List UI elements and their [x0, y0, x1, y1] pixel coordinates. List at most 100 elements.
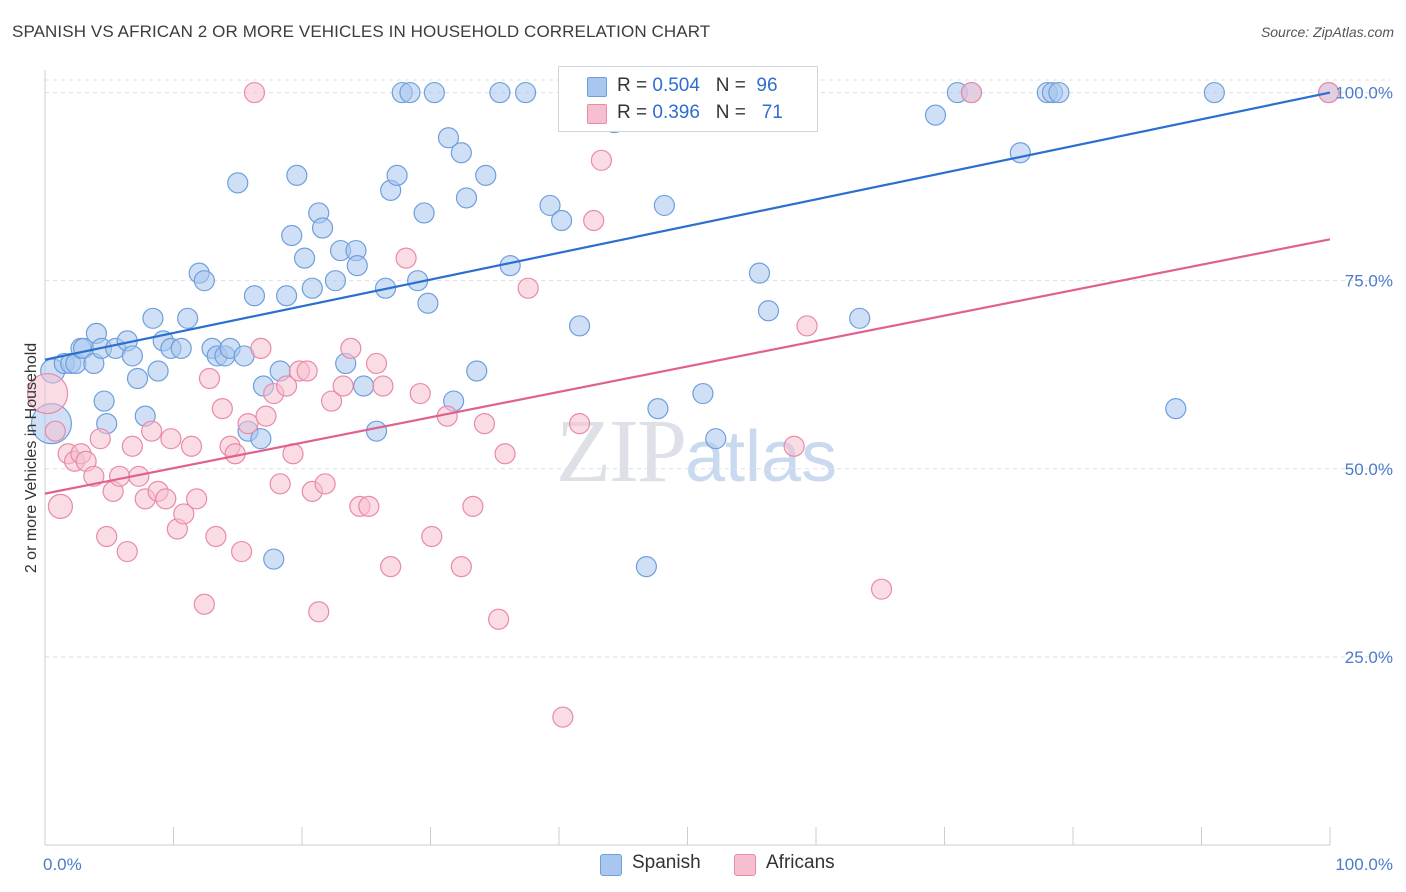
africans-trend-line	[44, 238, 1331, 495]
africans-point	[186, 488, 208, 510]
r-value: 0.504	[652, 75, 700, 96]
africans-point	[462, 495, 484, 518]
spanish-point	[924, 104, 947, 126]
spanish-point	[126, 367, 149, 390]
spanish-point	[227, 172, 249, 194]
africans-point	[960, 81, 983, 104]
axes	[44, 70, 1331, 846]
africans-point	[380, 556, 402, 578]
africans-point	[83, 465, 105, 487]
spanish-point	[170, 337, 192, 359]
spanish-point	[653, 194, 675, 217]
trend-lines	[44, 91, 1331, 495]
spanish-point	[399, 81, 421, 104]
r-label: R =	[617, 102, 653, 123]
source-label: Source: ZipAtlas.com	[1260, 24, 1394, 40]
africans-point	[494, 443, 516, 465]
africans-point	[796, 315, 818, 337]
africans-point	[173, 503, 195, 525]
spanish-point	[757, 300, 780, 322]
spanish-point	[539, 194, 561, 217]
spanish-point	[324, 270, 347, 292]
x-tick-label: 0.0%	[43, 855, 82, 874]
africans-swatch	[587, 104, 607, 124]
africans-point	[421, 525, 443, 548]
africans-point	[568, 413, 591, 435]
spanish-point	[1165, 397, 1187, 420]
spanish-point	[417, 292, 439, 314]
africans-point	[296, 360, 318, 382]
africans-point	[211, 397, 233, 420]
spanish-point	[568, 315, 591, 337]
africans-point	[783, 435, 805, 457]
spanish-point	[849, 307, 871, 329]
spanish-point	[286, 164, 308, 186]
spanish-point	[243, 285, 266, 307]
spanish-point	[514, 81, 537, 104]
chart-title: SPANISH VS AFRICAN 2 OR MORE VEHICLES IN…	[12, 22, 711, 41]
africans-point	[358, 495, 380, 518]
africans-point	[308, 601, 330, 623]
legend-text-spanish: R = 0.504 N = 96	[617, 75, 778, 97]
spanish-point	[475, 164, 497, 186]
y-tick-label: 25.0%	[1345, 648, 1393, 667]
spanish-point	[413, 202, 435, 224]
spanish-point	[281, 224, 303, 247]
spanish-point	[250, 428, 272, 450]
spanish-point	[489, 81, 511, 104]
spanish-point	[386, 164, 408, 186]
spanish-point	[455, 187, 478, 209]
africans-point	[198, 367, 221, 390]
africans-point	[243, 81, 266, 104]
y-tick-label: 75.0%	[1345, 272, 1393, 291]
r-value: 0.396	[652, 102, 700, 123]
africans-point	[44, 420, 66, 442]
africans-point	[320, 390, 343, 412]
spanish-point	[346, 255, 368, 277]
spanish-point	[263, 548, 285, 570]
y-axis-title: 2 or more Vehicles in Household	[23, 343, 40, 573]
spanish-point	[147, 360, 169, 382]
spanish-point	[499, 255, 521, 277]
spanish-point	[635, 556, 657, 578]
r-label: R =	[617, 75, 653, 96]
africans-point	[275, 375, 298, 397]
africans-point	[205, 525, 227, 548]
africans-point	[180, 435, 203, 457]
spanish-point	[353, 375, 375, 397]
africans-point	[96, 525, 118, 548]
n-value: 71	[761, 102, 783, 123]
africans-point	[340, 337, 362, 359]
spanish-point	[293, 247, 316, 269]
x-tick-label: 100.0%	[1335, 855, 1393, 874]
africans-point	[141, 420, 163, 442]
n-value: 96	[756, 75, 778, 96]
africans-point	[332, 375, 354, 397]
spanish-point	[193, 270, 215, 292]
africans-point	[160, 428, 182, 450]
africans-point	[116, 540, 138, 563]
africans-point	[269, 473, 291, 495]
spanish-point	[1203, 81, 1225, 104]
africans-point	[488, 608, 510, 630]
africans-point	[26, 372, 69, 415]
spanish-point	[466, 360, 488, 382]
spanish-point	[177, 307, 199, 329]
spanish-point	[1009, 142, 1031, 164]
spanish-point	[748, 262, 771, 284]
africans-point	[155, 488, 177, 510]
africans-point	[193, 593, 215, 615]
spanish-point	[121, 345, 143, 367]
africans-point	[314, 473, 336, 495]
africans-point	[409, 382, 431, 405]
africans-point	[583, 209, 605, 232]
africans-point	[552, 706, 574, 728]
n-label: N =	[715, 102, 752, 123]
spanish-point	[647, 397, 669, 420]
stats-legend: R = 0.504 N = 96 R = 0.396 N = 71	[558, 66, 818, 132]
africans-legend-label: Africans	[766, 852, 835, 873]
africans-point	[231, 540, 253, 563]
africans-point	[395, 247, 417, 269]
africans-point	[590, 149, 613, 171]
